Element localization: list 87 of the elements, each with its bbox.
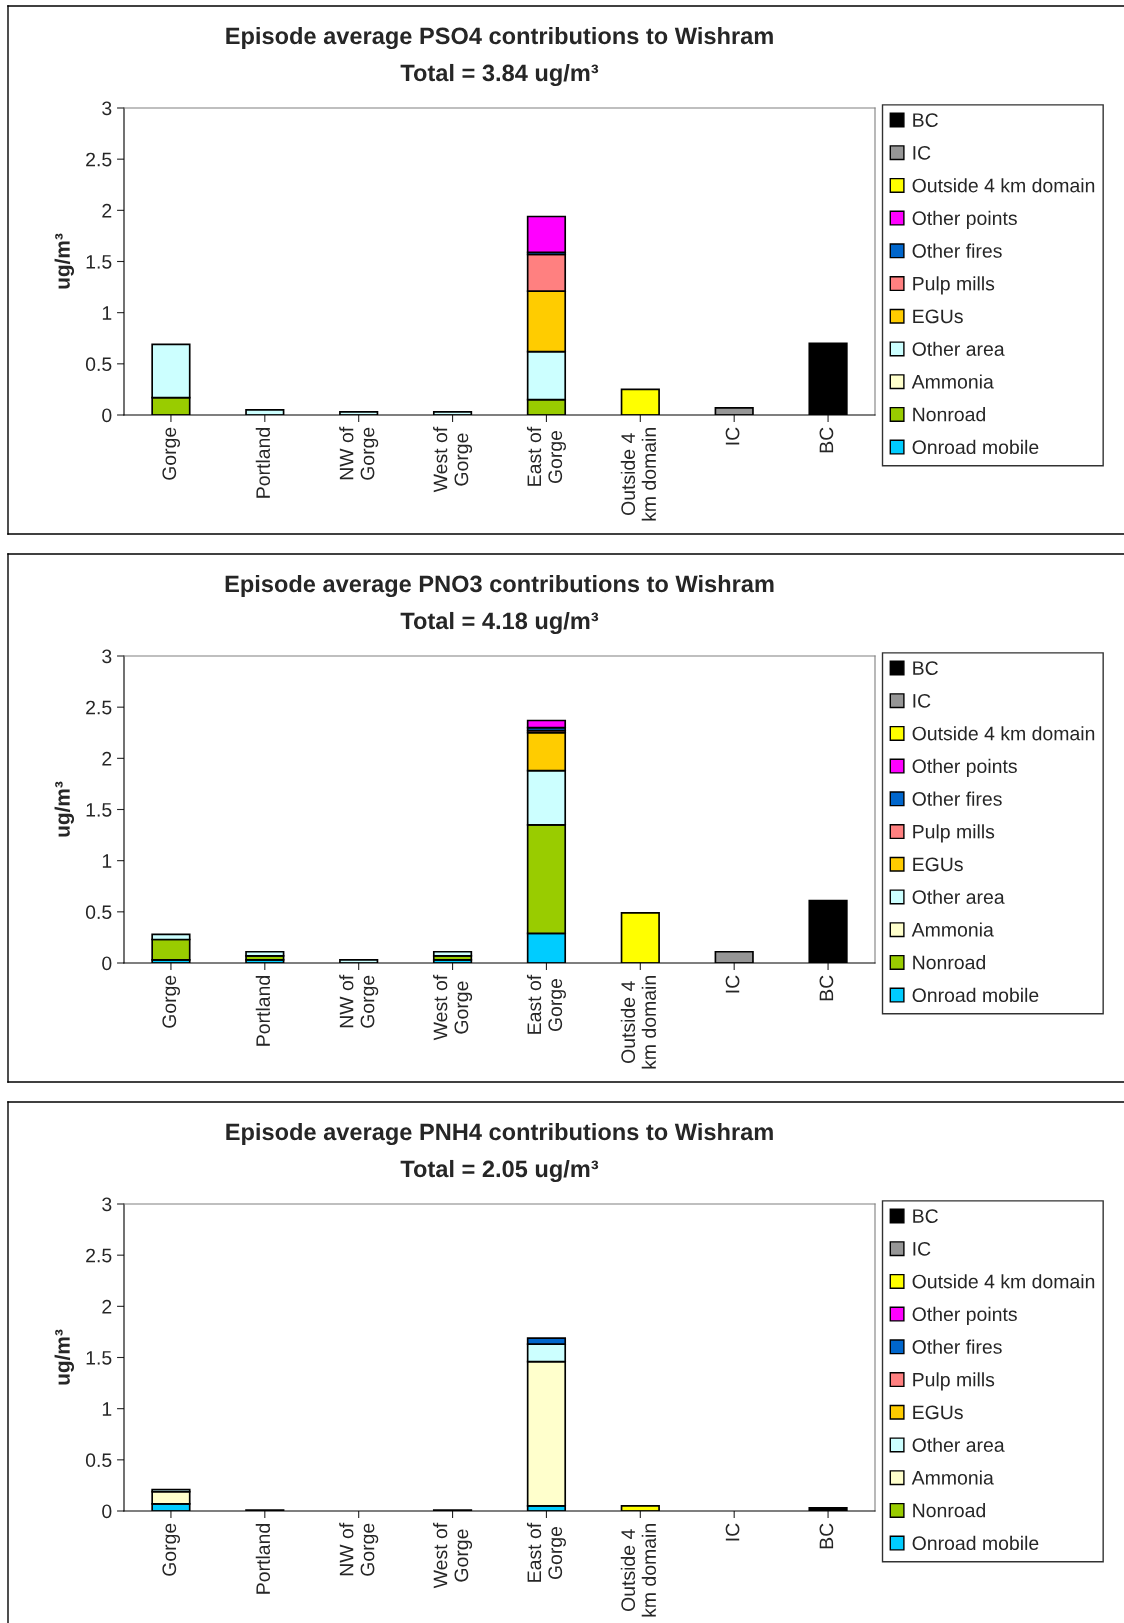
x-tick-label: NW of Gorge [339,426,379,480]
legend-label: Pulp mills [913,824,995,843]
x-tick-label: West of Gorge [433,426,473,493]
y-tick-label: 1 [102,854,112,868]
legend-label: Ammonia [911,374,994,389]
y-axis-title: ug/m³ [54,1329,75,1385]
y-tick-label: 0 [102,956,112,971]
y-axis-title: ug/m³ [54,781,75,837]
legend-label: BC [913,661,938,675]
x-tick-label: East of Gorge [526,426,566,486]
y-tick-label: 1.5 [86,1351,112,1365]
x-tick-label: IC [725,1523,740,1541]
chart-title: Episode average PNH4 contributions to Wishram [226,1122,773,1146]
legend-label: IC [913,1241,931,1256]
legend-label: Outside 4 km domain [912,726,1095,741]
x-tick-label: NW of Gorge [339,974,379,1028]
x-tick-label: BC [819,975,834,1001]
legend-label: Other area [912,341,1005,356]
x-tick-label: Gorge [162,1523,180,1576]
x-tick-label: BC [819,427,834,453]
legend-label: Ammonia [911,922,994,937]
legend-label: Other area [912,1437,1005,1452]
x-tick-label: West of Gorge [433,974,473,1041]
x-tick-label: Outside 4 km domain [620,976,656,1069]
y-tick-label: 2.5 [86,1248,112,1263]
legend-label: Nonroad [913,955,986,970]
legend-label: Other fires [912,243,1002,258]
x-tick-label: BC [819,1523,834,1549]
y-tick-label: 1.5 [86,803,112,817]
x-tick-label: Gorge [162,427,180,480]
legend-label: Onroad mobile [912,1535,1039,1551]
legend-label: IC [913,145,931,160]
legend-label: Ammonia [911,1470,994,1485]
y-tick-label: 1.5 [86,255,112,269]
y-tick-label: 2.5 [86,152,112,167]
legend-label: Nonroad [913,407,986,422]
y-axis-title: ug/m³ [54,233,75,289]
legend-label: Other points [912,210,1017,229]
y-tick-label: 1 [102,306,112,320]
legend-label: EGUs [913,309,963,324]
legend-label: Other fires [912,791,1002,806]
y-tick-label: 2 [102,751,112,766]
x-tick-label: IC [725,427,740,445]
y-tick-label: 1 [102,1402,112,1416]
x-tick-label: Portland [255,1524,271,1594]
y-tick-label: 0.5 [85,905,112,920]
chart-title: Episode average PSO4 contributions to Wishram [226,26,773,50]
y-tick-label: 0 [102,408,112,423]
chart-subtitle: Total = 3.84 ug/m³ [400,63,599,87]
chart-subtitle: Total = 2.05 ug/m³ [400,1159,599,1183]
chart-subtitle: Total = 4.18 ug/m³ [400,611,599,635]
legend-label: Pulp mills [913,276,995,295]
legend-label: Pulp mills [913,1372,995,1391]
x-tick-label: East of Gorge [526,974,566,1034]
y-tick-label: 0.5 [85,1453,112,1468]
x-tick-label: IC [725,975,740,993]
legend-label: Other points [912,758,1017,777]
y-tick-label: 0 [102,1504,112,1519]
legend-label: Outside 4 km domain [912,178,1095,193]
x-tick-label: Gorge [162,975,180,1028]
y-tick-label: 2 [102,203,112,218]
legend-label: EGUs [913,1405,963,1420]
legend-label: BC [913,113,938,127]
legend-label: Onroad mobile [912,987,1039,1003]
y-tick-label: 3 [102,1197,112,1212]
y-tick-label: 0.5 [85,357,112,372]
legend-label: Nonroad [913,1503,986,1518]
y-tick-label: 3 [102,101,112,116]
legend-label: Other area [912,889,1005,904]
legend-label: BC [913,1209,938,1223]
x-tick-label: Outside 4 km domain [620,1524,656,1617]
legend-label: Other points [912,1306,1017,1325]
legend-label: EGUs [913,857,963,872]
legend-label: Onroad mobile [912,439,1039,455]
y-tick-label: 2 [102,1299,112,1314]
legend-label: Outside 4 km domain [912,1274,1095,1289]
x-tick-label: East of Gorge [526,1522,566,1582]
y-tick-label: 3 [102,649,112,664]
chart-title: Episode average PNO3 contributions to Wishram [225,574,774,598]
x-tick-label: Portland [255,428,271,498]
y-tick-label: 2.5 [86,700,112,715]
x-tick-label: West of Gorge [433,1522,473,1589]
legend-label: IC [913,693,931,708]
x-tick-label: Outside 4 km domain [620,428,656,521]
legend-label: Other fires [912,1339,1002,1354]
x-tick-label: Portland [255,976,271,1046]
x-tick-label: NW of Gorge [339,1522,379,1576]
